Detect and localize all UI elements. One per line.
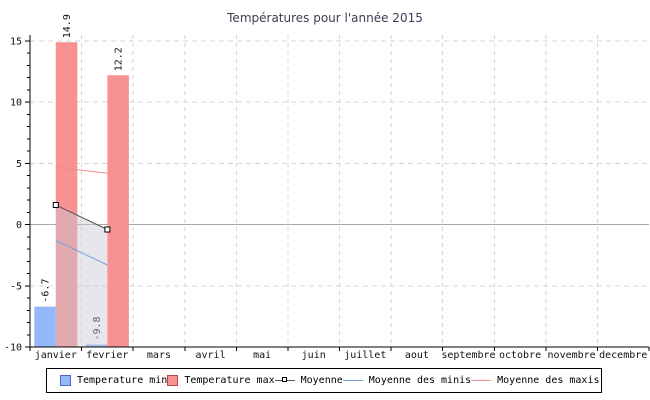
legend-swatch-temperature-max-icon bbox=[167, 375, 179, 386]
svg-text:-9.8: -9.8 bbox=[92, 316, 103, 340]
legend-swatch-moyenne-des-maxis-icon bbox=[471, 380, 492, 381]
chart-title: Températures pour l'année 2015 bbox=[227, 11, 423, 25]
svg-text:septembre: septembre bbox=[441, 350, 495, 361]
legend-label-moyenne-des-maxis: Moyenne des maxis bbox=[497, 375, 600, 386]
svg-text:mai: mai bbox=[253, 350, 271, 361]
legend-item-moyenne-des-maxis: Moyenne des maxis bbox=[471, 375, 600, 386]
legend-item-temperature-max: Temperature max bbox=[167, 375, 275, 386]
svg-text:avril: avril bbox=[195, 350, 225, 361]
legend-item-moyenne-des-minis: Moyenne des minis bbox=[342, 375, 472, 386]
legend-label-moyenne-des-minis: Moyenne des minis bbox=[368, 375, 472, 386]
legend-marker-square-icon bbox=[281, 377, 287, 382]
legend-label-moyenne: Moyenne bbox=[300, 375, 343, 386]
svg-text:12.2: 12.2 bbox=[114, 47, 125, 71]
legend-swatch-moyenne-des-minis-icon bbox=[342, 380, 363, 381]
svg-text:juin: juin bbox=[302, 350, 326, 361]
svg-text:14.9: 14.9 bbox=[62, 14, 73, 38]
svg-text:mars: mars bbox=[147, 350, 171, 361]
svg-text:15: 15 bbox=[10, 37, 22, 48]
svg-text:aout: aout bbox=[405, 350, 429, 361]
svg-text:novembre: novembre bbox=[548, 350, 596, 361]
legend-swatch-moyenne-icon bbox=[274, 377, 295, 382]
svg-text:-10: -10 bbox=[4, 343, 22, 354]
svg-text:10: 10 bbox=[10, 98, 22, 109]
legend-item-moyenne: Moyenne bbox=[274, 375, 343, 386]
legend-item-temperature-min: Temperature min bbox=[60, 375, 167, 386]
svg-text:juillet: juillet bbox=[344, 350, 386, 361]
legend-label-temperature-max: Temperature max bbox=[184, 375, 275, 386]
legend-swatch-temperature-min-icon bbox=[60, 375, 71, 386]
legend-label-temperature-min: Temperature min bbox=[77, 375, 168, 386]
svg-text:-5: -5 bbox=[10, 281, 22, 292]
svg-text:octobre: octobre bbox=[499, 350, 541, 361]
svg-text:5: 5 bbox=[16, 159, 22, 170]
svg-text:-6.7: -6.7 bbox=[41, 279, 52, 303]
svg-text:0: 0 bbox=[16, 220, 22, 231]
svg-text:decembre: decembre bbox=[599, 350, 647, 361]
chart-legend: Temperature min Temperature max Moyenne … bbox=[46, 368, 602, 393]
svg-text:janvier: janvier bbox=[35, 350, 77, 361]
svg-text:fevrier: fevrier bbox=[86, 350, 128, 361]
